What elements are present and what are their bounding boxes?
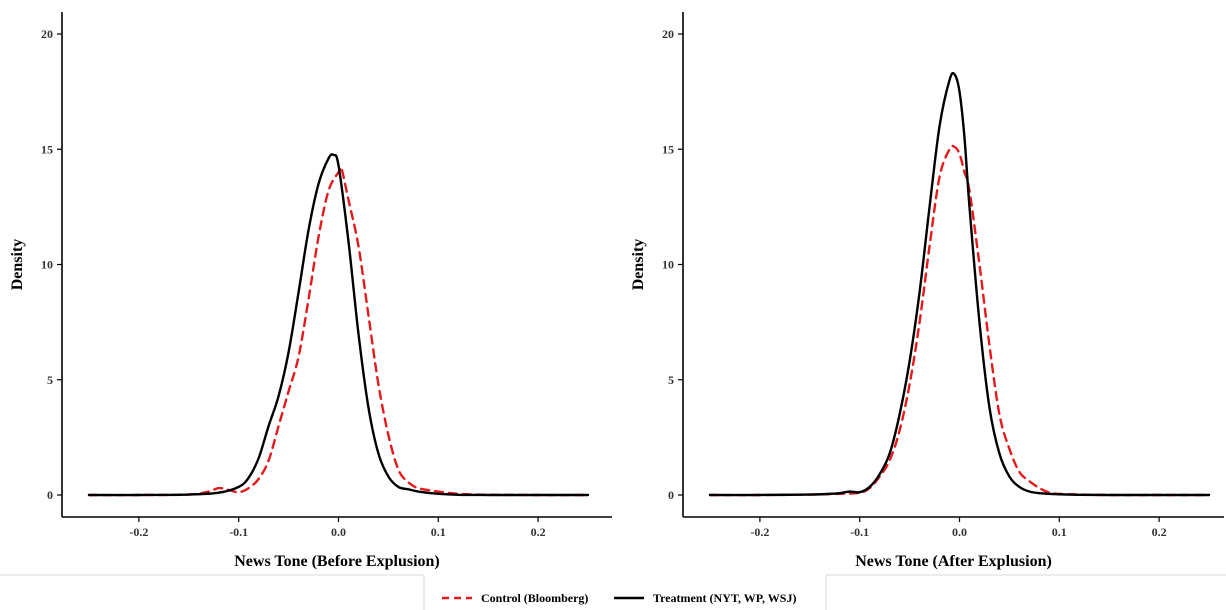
series-line-control <box>87 165 590 497</box>
y-tick-label: 0 <box>668 488 674 502</box>
y-tick-label: 5 <box>668 373 674 387</box>
x-tick-label: 0.2 <box>1152 525 1167 539</box>
x-axis-title: News Tone (After Explusion) <box>855 553 1052 570</box>
y-tick-label: 10 <box>662 258 674 272</box>
x-tick-label: 0.0 <box>952 525 967 539</box>
x-tick-label: 0.1 <box>1052 525 1067 539</box>
chart-panel-before: 0 5 10 15 20 -0.2 -0.1 0.0 0.1 0.2 News Tone (Befo… <box>9 12 612 570</box>
y-tick-label: 0 <box>47 488 53 502</box>
y-tick-label: 5 <box>47 373 53 387</box>
series-line-treatment <box>708 71 1211 497</box>
x-tick-label: -0.1 <box>229 525 248 539</box>
x-tick-label: -0.2 <box>129 525 148 539</box>
x-tick-label: 0.2 <box>531 525 546 539</box>
chart-panel-after: 0 5 10 15 20 -0.2 -0.1 0.0 0.1 0.2 News Tone (Afte… <box>630 12 1224 570</box>
y-tick-label: 15 <box>662 142 674 156</box>
x-tick-label: 0.0 <box>331 525 346 539</box>
x-tick-label: 0.1 <box>431 525 446 539</box>
x-axis-title: News Tone (Before Explusion) <box>234 553 440 570</box>
x-tick-label: -0.1 <box>850 525 869 539</box>
legend-label-control: Control (Bloomberg) <box>481 591 588 605</box>
x-tick-label: -0.2 <box>750 525 769 539</box>
y-tick-label: 10 <box>41 258 53 272</box>
y-axis-title: Density <box>9 239 26 291</box>
series-line-treatment <box>87 153 590 497</box>
legend: Control (Bloomberg) Treatment (NYT, WP, … <box>0 574 1226 610</box>
y-tick-label: 15 <box>41 142 53 156</box>
y-tick-label: 20 <box>41 27 53 41</box>
y-axis-title: Density <box>630 239 647 291</box>
series-line-control <box>708 144 1211 497</box>
y-tick-label: 20 <box>662 27 674 41</box>
legend-label-treatment: Treatment (NYT, WP, WSJ) <box>653 591 796 605</box>
